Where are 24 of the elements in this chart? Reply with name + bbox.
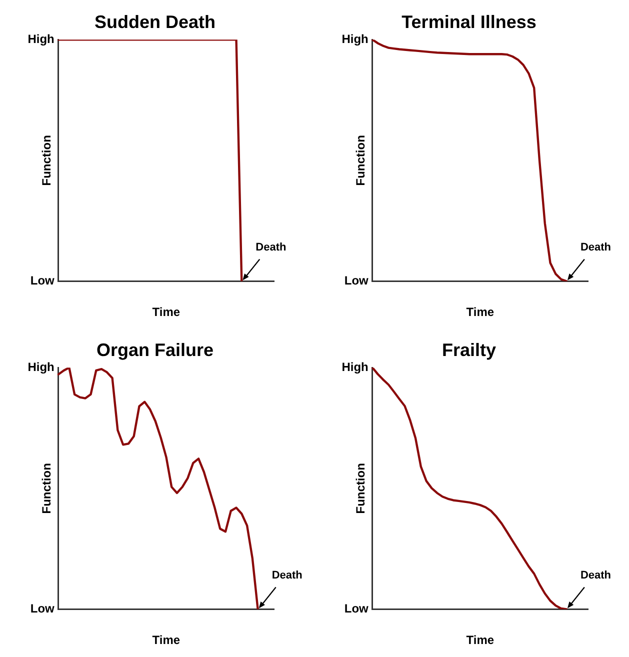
text: High [342,360,368,374]
x-axis-title: Time [466,633,494,648]
text: Low [344,602,370,616]
chart-title: Organ Failure [96,340,214,360]
text: Low [344,274,370,288]
y-axis-title: Function [354,135,368,186]
y-axis-title: Function [354,463,368,514]
x-axis-title: Time [466,305,494,320]
text: High [28,32,54,46]
text: High [342,32,368,46]
chart-title: Frailty [442,340,496,360]
chart-title: Terminal Illness [402,12,536,32]
text: High [28,360,54,374]
text: Low [30,274,56,288]
y-axis-title: Function [40,135,54,186]
x-axis-title: Time [152,305,180,320]
annotation: Death [580,242,612,254]
annotation: Death [580,570,612,582]
y-axis-title: Function [40,463,54,514]
chart-title: Sudden Death [94,12,216,32]
annotation: Death [272,570,303,582]
annotation: Death [256,242,286,254]
text: Low [30,602,56,616]
x-axis-title: Time [152,633,180,648]
